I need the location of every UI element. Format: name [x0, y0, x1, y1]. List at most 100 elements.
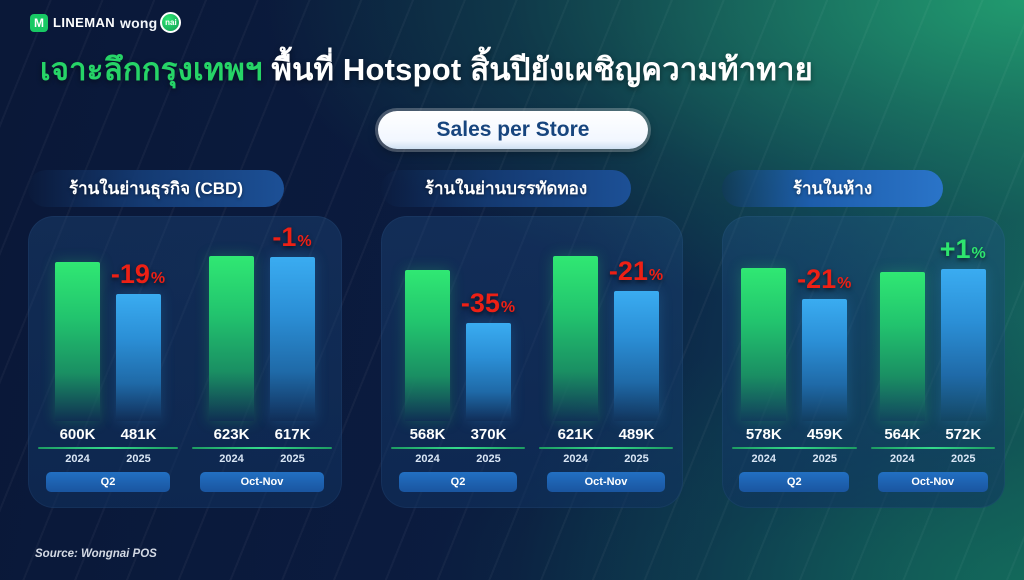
year-label-2024: 2024: [219, 453, 244, 465]
period-pill: Oct-Nov: [200, 472, 324, 492]
bar-2024: [55, 262, 100, 421]
percent-sign: %: [971, 245, 986, 262]
period-pill: Q2: [399, 472, 517, 492]
bar-2024: [879, 272, 925, 421]
wongnai-bubble-icon: nai: [160, 12, 182, 33]
pct-change-value: -19: [110, 259, 150, 289]
page-title-highlight: เจาะลึกกรุงเทพฯ: [40, 52, 263, 87]
bars-area: -1%: [192, 223, 332, 421]
percent-sign: %: [837, 275, 852, 292]
year-labels: 2024 2025: [391, 453, 525, 465]
period-pill: Q2: [739, 472, 850, 492]
bar-pair: -19% 600K 481K 2024 2025 Q2: [38, 216, 178, 508]
chart-group: ร้านในห้าง -21% 578K 459K 2024 2025 Q2 +: [722, 170, 1005, 508]
bar-2024: [405, 270, 450, 421]
lineman-m-icon: M: [30, 13, 48, 32]
pct-change-value: -1: [272, 222, 297, 252]
year-label-2025: 2025: [951, 453, 976, 465]
bars-area: -21%: [539, 223, 673, 421]
year-label-2025: 2025: [812, 453, 837, 465]
year-label-2025: 2025: [476, 453, 501, 465]
year-label-2025: 2025: [280, 453, 305, 465]
group-title: ร้านในย่านบรรทัดทอง: [424, 179, 588, 198]
year-labels: 2024 2025: [192, 453, 332, 465]
value-labels: 623K 617K: [192, 426, 332, 443]
year-labels: 2024 2025: [871, 453, 996, 465]
value-labels: 568K 370K: [391, 426, 525, 443]
bar-pair: -21% 621K 489K 2024 2025 Oct-Nov: [539, 216, 673, 508]
brand-logo: M LINEMAN wong nai: [30, 12, 182, 33]
pct-change-label: +1%: [940, 236, 986, 263]
bar-pairs: -35% 568K 370K 2024 2025 Q2 -21% 621K 48…: [391, 216, 673, 508]
group-title: ร้านในห้าง: [792, 179, 873, 198]
value-label-2024: 623K: [213, 426, 250, 443]
period-pill: Oct-Nov: [547, 472, 665, 492]
year-label-2024: 2024: [751, 453, 776, 465]
value-labels: 600K 481K: [38, 426, 178, 443]
value-label-2025: 489K: [618, 426, 655, 443]
year-label-2024: 2024: [65, 453, 90, 465]
pair-divider-line: [192, 447, 332, 449]
bars-area: -19%: [38, 223, 178, 421]
pct-change-label: -21%: [609, 258, 663, 285]
value-label-2025: 370K: [470, 426, 507, 443]
source-note: Source: Wongnai POS: [35, 548, 157, 560]
pair-divider-line: [391, 447, 525, 449]
percent-sign: %: [500, 299, 516, 316]
percent-sign: %: [150, 270, 166, 287]
bar-2025: [116, 294, 161, 421]
percent-sign: %: [648, 267, 664, 284]
charts-row: ร้านในย่านธุรกิจ (CBD) -19% 600K 481K 20…: [28, 170, 1005, 508]
bar-2025: [466, 323, 511, 421]
pct-change-label: -21%: [797, 266, 851, 293]
bar-pair: -21% 578K 459K 2024 2025 Q2: [732, 216, 857, 508]
pair-divider-line: [870, 447, 995, 449]
year-label-2024: 2024: [890, 453, 915, 465]
year-labels: 2024 2025: [38, 453, 178, 465]
pct-change-label: -19%: [111, 261, 165, 288]
pair-divider-line: [732, 447, 857, 449]
value-labels: 564K 572K: [871, 426, 996, 443]
bars-area: -21%: [732, 223, 857, 421]
bar-2024: [553, 256, 598, 421]
brand-wong-text: wong: [120, 14, 158, 31]
chart-group: ร้านในย่านบรรทัดทอง -35% 568K 370K 2024 …: [381, 170, 683, 508]
period-pill: Oct-Nov: [877, 472, 988, 492]
bars-area: +1%: [871, 223, 996, 421]
bar-2025: [270, 257, 315, 421]
value-label-2024: 568K: [409, 426, 446, 443]
value-label-2024: 578K: [745, 426, 782, 443]
metric-pill-button[interactable]: Sales per Store: [378, 111, 648, 149]
year-labels: 2024 2025: [732, 453, 857, 465]
bars-area: -35%: [391, 223, 525, 421]
bar-2024: [209, 256, 254, 421]
bar-2025: [940, 269, 986, 421]
year-label-2025: 2025: [126, 453, 151, 465]
bar-pair: +1% 564K 572K 2024 2025 Oct-Nov: [870, 216, 996, 508]
pct-change-value: +1: [939, 234, 971, 264]
bar-pair: -35% 568K 370K 2024 2025 Q2: [391, 216, 525, 508]
value-label-2025: 481K: [120, 426, 157, 443]
brand-lineman-text: LINEMAN: [53, 15, 116, 30]
group-panel: -19% 600K 481K 2024 2025 Q2 -1% 623K 617…: [28, 216, 342, 508]
pct-change-label: -35%: [461, 290, 515, 317]
value-labels: 578K 459K: [732, 426, 857, 443]
page-title: เจาะลึกกรุงเทพฯ พื้นที่ Hotspot สิ้นปียั…: [40, 44, 1000, 94]
value-label-2024: 564K: [884, 426, 921, 443]
bar-2025: [802, 299, 848, 421]
page-title-rest: พื้นที่ Hotspot สิ้นปียังเผชิญความท้าทาย: [262, 52, 813, 87]
value-label-2024: 621K: [557, 426, 594, 443]
year-labels: 2024 2025: [539, 453, 673, 465]
bar-2025: [614, 291, 659, 421]
group-panel: -21% 578K 459K 2024 2025 Q2 +1% 564K 572…: [722, 216, 1005, 508]
pair-divider-line: [539, 447, 673, 449]
bar-pair: -1% 623K 617K 2024 2025 Oct-Nov: [192, 216, 332, 508]
pct-change-value: -21: [797, 264, 837, 294]
year-label-2024: 2024: [415, 453, 440, 465]
pct-change-value: -21: [608, 256, 648, 286]
group-panel: -35% 568K 370K 2024 2025 Q2 -21% 621K 48…: [381, 216, 683, 508]
group-header-pill: ร้านในห้าง: [722, 170, 943, 207]
group-header-pill: ร้านในย่านธุรกิจ (CBD): [28, 170, 284, 207]
period-pill: Q2: [46, 472, 170, 492]
group-header-pill: ร้านในย่านบรรทัดทอง: [381, 170, 631, 207]
